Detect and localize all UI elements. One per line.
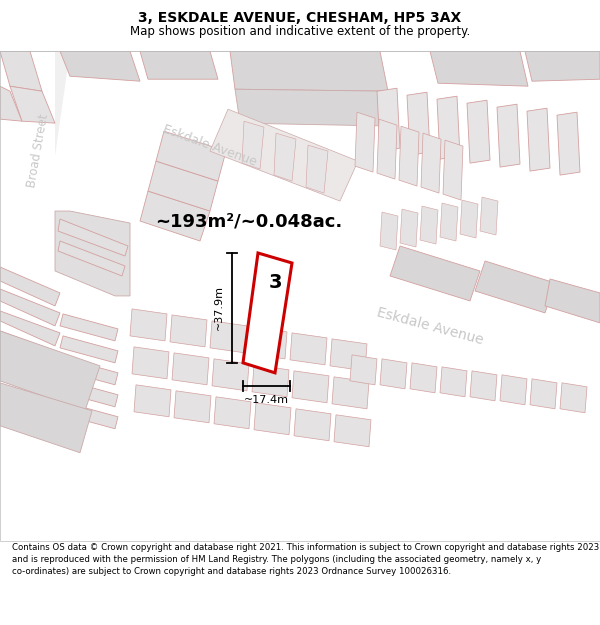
Polygon shape: [377, 119, 397, 179]
Polygon shape: [0, 331, 60, 366]
Polygon shape: [332, 377, 369, 409]
Text: Broad Street: Broad Street: [25, 113, 51, 189]
Text: 3: 3: [268, 274, 282, 292]
Polygon shape: [292, 371, 329, 402]
Polygon shape: [235, 89, 395, 126]
Polygon shape: [421, 133, 441, 193]
Polygon shape: [0, 86, 22, 121]
Polygon shape: [170, 315, 207, 347]
Polygon shape: [380, 359, 407, 389]
Polygon shape: [254, 402, 291, 435]
Polygon shape: [132, 347, 169, 379]
Polygon shape: [60, 51, 140, 81]
Polygon shape: [0, 51, 70, 191]
Polygon shape: [148, 161, 218, 211]
Polygon shape: [530, 379, 557, 409]
Polygon shape: [460, 200, 478, 238]
Polygon shape: [55, 211, 130, 296]
Polygon shape: [470, 371, 497, 401]
Polygon shape: [214, 397, 251, 429]
Polygon shape: [243, 253, 292, 373]
Polygon shape: [0, 211, 130, 331]
Text: Eskdale Avenue: Eskdale Avenue: [161, 123, 259, 169]
Polygon shape: [400, 209, 418, 247]
Polygon shape: [0, 383, 92, 452]
Polygon shape: [380, 212, 398, 250]
Polygon shape: [437, 96, 460, 159]
Polygon shape: [60, 314, 118, 341]
Polygon shape: [420, 206, 438, 244]
Polygon shape: [0, 311, 60, 346]
Polygon shape: [60, 358, 118, 385]
Polygon shape: [212, 359, 249, 391]
Text: Contains OS data © Crown copyright and database right 2021. This information is : Contains OS data © Crown copyright and d…: [12, 543, 599, 576]
Polygon shape: [174, 391, 211, 422]
Polygon shape: [0, 267, 60, 306]
Polygon shape: [467, 100, 490, 163]
Polygon shape: [58, 219, 128, 256]
Polygon shape: [0, 331, 100, 411]
Polygon shape: [230, 51, 388, 91]
Polygon shape: [294, 409, 331, 441]
Polygon shape: [0, 51, 55, 211]
Polygon shape: [390, 246, 480, 301]
Polygon shape: [330, 339, 367, 371]
Polygon shape: [440, 367, 467, 397]
Polygon shape: [475, 261, 555, 313]
Polygon shape: [306, 145, 328, 193]
Polygon shape: [10, 86, 55, 123]
Polygon shape: [560, 383, 587, 412]
Text: ~17.4m: ~17.4m: [244, 395, 289, 405]
Polygon shape: [60, 402, 118, 429]
Polygon shape: [443, 140, 463, 200]
Polygon shape: [130, 309, 167, 341]
Polygon shape: [140, 191, 210, 241]
Polygon shape: [290, 333, 327, 365]
Polygon shape: [557, 112, 580, 175]
Polygon shape: [527, 108, 550, 171]
Polygon shape: [60, 336, 118, 363]
Polygon shape: [334, 415, 371, 447]
Polygon shape: [210, 109, 358, 201]
Polygon shape: [377, 88, 400, 151]
Text: Eskdale Avenue: Eskdale Avenue: [375, 305, 485, 347]
Polygon shape: [480, 197, 498, 235]
Text: Map shows position and indicative extent of the property.: Map shows position and indicative extent…: [130, 26, 470, 39]
Polygon shape: [134, 385, 171, 417]
Polygon shape: [350, 355, 377, 385]
Polygon shape: [250, 327, 287, 359]
Text: 3, ESKDALE AVENUE, CHESHAM, HP5 3AX: 3, ESKDALE AVENUE, CHESHAM, HP5 3AX: [139, 11, 461, 25]
Polygon shape: [0, 353, 60, 388]
Polygon shape: [140, 51, 218, 79]
Polygon shape: [500, 375, 527, 405]
Polygon shape: [430, 51, 528, 86]
Polygon shape: [525, 51, 600, 81]
Polygon shape: [440, 203, 458, 241]
Polygon shape: [156, 131, 226, 181]
Polygon shape: [497, 104, 520, 167]
Text: ~193m²/~0.048ac.: ~193m²/~0.048ac.: [155, 212, 342, 230]
Polygon shape: [0, 131, 340, 306]
Polygon shape: [407, 92, 430, 155]
Polygon shape: [0, 51, 42, 91]
Polygon shape: [274, 133, 296, 181]
Polygon shape: [399, 126, 419, 186]
Polygon shape: [355, 112, 375, 172]
Polygon shape: [120, 296, 600, 486]
Polygon shape: [60, 380, 118, 407]
Text: ~37.9m: ~37.9m: [214, 286, 224, 331]
Polygon shape: [252, 365, 289, 397]
Polygon shape: [0, 289, 60, 326]
Polygon shape: [242, 121, 264, 169]
Polygon shape: [545, 279, 600, 323]
Polygon shape: [410, 363, 437, 393]
Polygon shape: [58, 241, 125, 276]
Polygon shape: [172, 353, 209, 385]
Polygon shape: [210, 321, 247, 353]
